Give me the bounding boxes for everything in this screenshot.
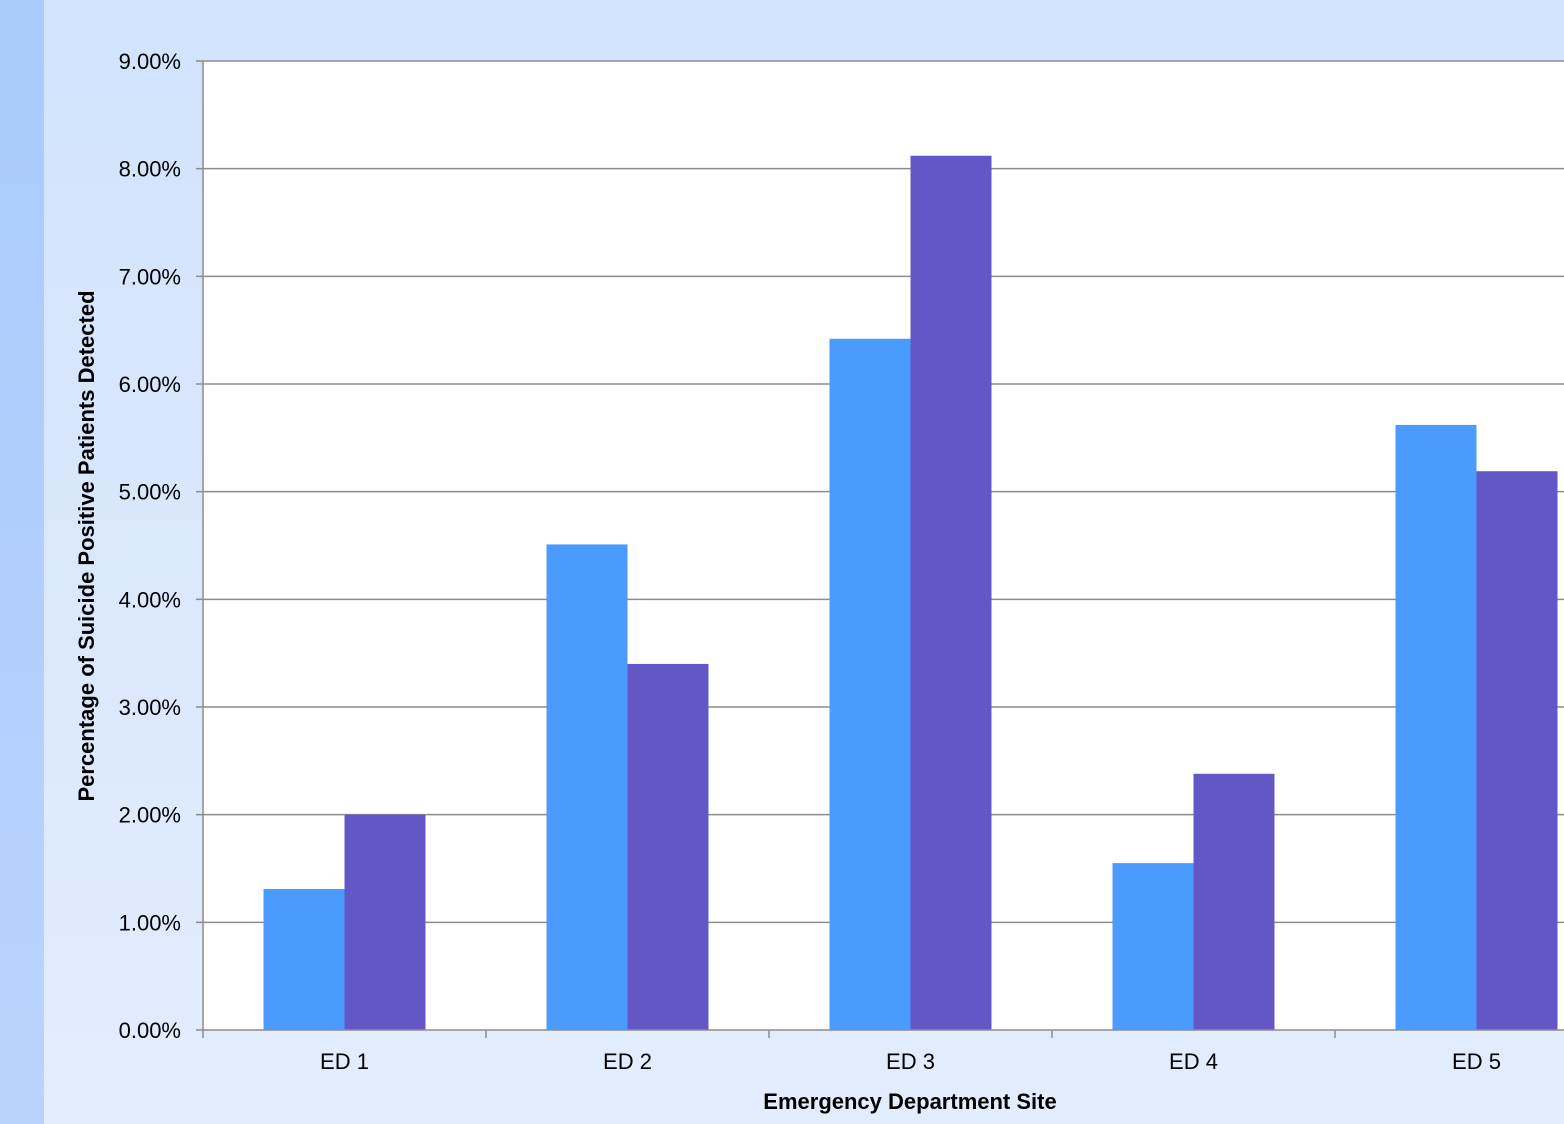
axes: [196, 60, 1564, 1038]
bar-series-1: [1112, 863, 1194, 1030]
y-tick-label: 0.00%: [119, 1018, 181, 1043]
x-tick-label: ED 5: [1452, 1049, 1501, 1074]
bar-series-2: [1193, 773, 1275, 1030]
x-axis-title: Emergency Department Site: [763, 1089, 1056, 1114]
y-tick-label: 3.00%: [119, 695, 181, 720]
x-tick-label: ED 3: [886, 1049, 935, 1074]
y-tick-label: 8.00%: [119, 157, 181, 182]
x-tick-label: ED 1: [320, 1049, 369, 1074]
x-tick-label: ED 2: [603, 1049, 652, 1074]
y-tick-label: 9.00%: [119, 49, 181, 74]
bar-series-2: [910, 155, 992, 1030]
bar-series-2: [1476, 471, 1558, 1031]
bar-series-2: [344, 814, 426, 1030]
bar-series-1: [1395, 424, 1477, 1030]
bar-series-2: [627, 663, 709, 1030]
y-tick-label: 2.00%: [119, 803, 181, 828]
bar-series-1: [829, 338, 911, 1030]
left-accent-strip: [0, 0, 44, 1124]
y-tick-label: 1.00%: [119, 910, 181, 935]
bars: [263, 155, 1558, 1031]
y-tick-label: 5.00%: [119, 480, 181, 505]
x-tick-label: ED 4: [1169, 1049, 1218, 1074]
y-tick-label: 7.00%: [119, 264, 181, 289]
y-tick-label: 4.00%: [119, 587, 181, 612]
bar-series-1: [546, 544, 628, 1030]
y-axis-title: Percentage of Suicide Positive Patients …: [74, 290, 99, 801]
y-tick-label: 6.00%: [119, 372, 181, 397]
bar-series-1: [263, 888, 345, 1030]
y-tick-labels: 0.00% 1.00% 2.00% 3.00% 4.00% 5.00% 6.00% 7.00%…: [119, 49, 181, 1043]
x-tick-labels: ED 1 ED 2 ED 3 ED 4 ED 5: [320, 1049, 1501, 1074]
